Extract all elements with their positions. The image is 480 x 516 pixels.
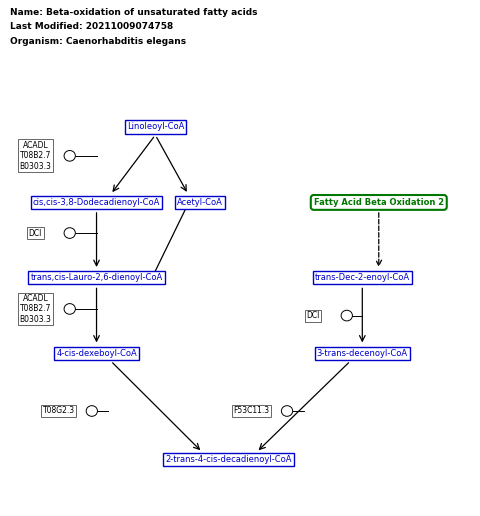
Text: ACADL
T08B2.7
B0303.3: ACADL T08B2.7 B0303.3 (19, 141, 51, 171)
Circle shape (64, 303, 75, 314)
Text: Last Modified: 20211009074758: Last Modified: 20211009074758 (10, 22, 173, 31)
Circle shape (64, 151, 75, 161)
Circle shape (281, 406, 293, 416)
Circle shape (341, 310, 352, 321)
Text: Linoleoyl-CoA: Linoleoyl-CoA (127, 122, 184, 132)
Text: trans,cis-Lauro-2,6-dienoyl-CoA: trans,cis-Lauro-2,6-dienoyl-CoA (30, 273, 163, 282)
Text: DCI: DCI (29, 229, 42, 237)
Text: T08G2.3: T08G2.3 (43, 407, 75, 415)
Text: ACADL
T08B2.7
B0303.3: ACADL T08B2.7 B0303.3 (19, 294, 51, 324)
Text: trans-Dec-2-enoyl-CoA: trans-Dec-2-enoyl-CoA (315, 273, 410, 282)
Text: 4-cis-dexeboyl-CoA: 4-cis-dexeboyl-CoA (56, 349, 137, 358)
Text: DCI: DCI (306, 311, 320, 320)
Text: Name: Beta-oxidation of unsaturated fatty acids: Name: Beta-oxidation of unsaturated fatt… (10, 8, 257, 17)
Text: Organism: Caenorhabditis elegans: Organism: Caenorhabditis elegans (10, 37, 186, 45)
Text: Fatty Acid Beta Oxidation 2: Fatty Acid Beta Oxidation 2 (314, 198, 444, 207)
Text: cis,cis-3,8-Dodecadienoyl-CoA: cis,cis-3,8-Dodecadienoyl-CoA (33, 198, 160, 207)
Text: 2-trans-4-cis-decadienoyl-CoA: 2-trans-4-cis-decadienoyl-CoA (165, 455, 291, 464)
Circle shape (64, 228, 75, 238)
Circle shape (86, 406, 97, 416)
Text: 3-trans-decenoyl-CoA: 3-trans-decenoyl-CoA (317, 349, 408, 358)
Text: F53C11.3: F53C11.3 (234, 407, 270, 415)
Text: Acetyl-CoA: Acetyl-CoA (177, 198, 223, 207)
